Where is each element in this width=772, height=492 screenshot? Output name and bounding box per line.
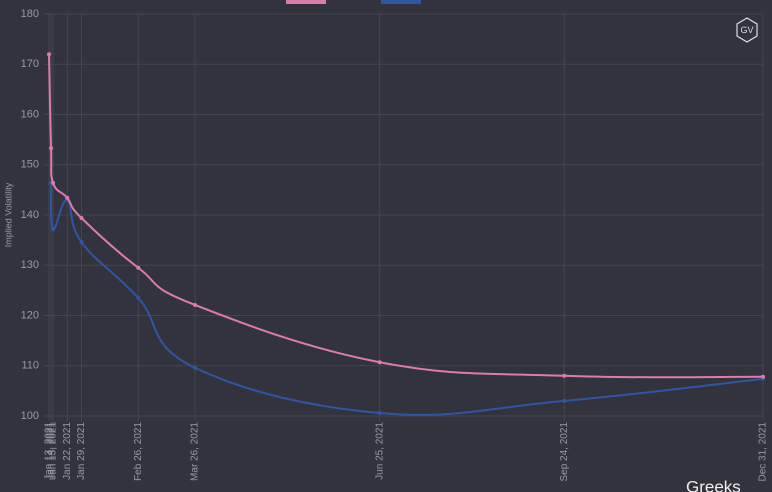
legend-label: Mark IV: [332, 0, 371, 3]
legend-label: Forward IV: [427, 0, 481, 3]
series: [49, 180, 765, 416]
point: [193, 365, 198, 370]
point: [65, 195, 70, 200]
legend-swatch: [286, 0, 326, 4]
x-tick-label: Jan 15, 2021: [48, 422, 59, 480]
point: [562, 373, 567, 378]
point: [377, 360, 382, 365]
y-tick-label: 180: [21, 8, 39, 20]
x-tick-label: Jan 14, 2021: [46, 422, 57, 480]
logo-text: GV: [740, 25, 753, 35]
y-tick-label: 110: [21, 360, 39, 372]
line: [49, 182, 764, 416]
point: [51, 227, 56, 232]
y-tick-label: 120: [21, 309, 39, 321]
watermark: Greeks: [686, 477, 741, 492]
x-tick-label: Sep 24, 2021: [559, 422, 570, 482]
y-tick-label: 130: [21, 259, 39, 271]
x-tick-label: Jun 25, 2021: [374, 422, 385, 480]
point: [79, 216, 84, 221]
point: [377, 410, 382, 415]
series: [47, 52, 765, 379]
point: [193, 302, 198, 307]
y-tick-label: 100: [21, 410, 39, 422]
point: [136, 265, 141, 270]
y-tick-label: 160: [21, 108, 39, 120]
y-tick-label: 170: [21, 58, 39, 70]
point: [51, 180, 56, 185]
point: [49, 146, 54, 151]
logo-hexagon: [736, 17, 758, 43]
line: [48, 54, 764, 379]
point: [761, 374, 765, 379]
point: [47, 52, 51, 57]
x-tick-label: Mar 26, 2021: [190, 422, 201, 481]
y-axis-label: Implied Volatility: [3, 182, 13, 247]
y-tick-label: 150: [21, 159, 39, 171]
y-tick-label: 140: [21, 209, 39, 221]
point: [136, 295, 141, 300]
legend-swatch: [381, 0, 421, 4]
point: [562, 398, 567, 403]
x-tick-label: Dec 31, 2021: [758, 422, 769, 482]
logo: GV: [736, 17, 758, 43]
legend: Mark IV Forward IV: [286, 0, 481, 4]
x-tick-label: Jan 13, 2021: [44, 422, 55, 480]
x-tick-label: Jan 29, 2021: [76, 422, 87, 480]
x-tick-label: Jan 22, 2021: [62, 422, 73, 480]
x-tick-label: Feb 26, 2021: [133, 422, 144, 481]
point: [79, 240, 84, 245]
